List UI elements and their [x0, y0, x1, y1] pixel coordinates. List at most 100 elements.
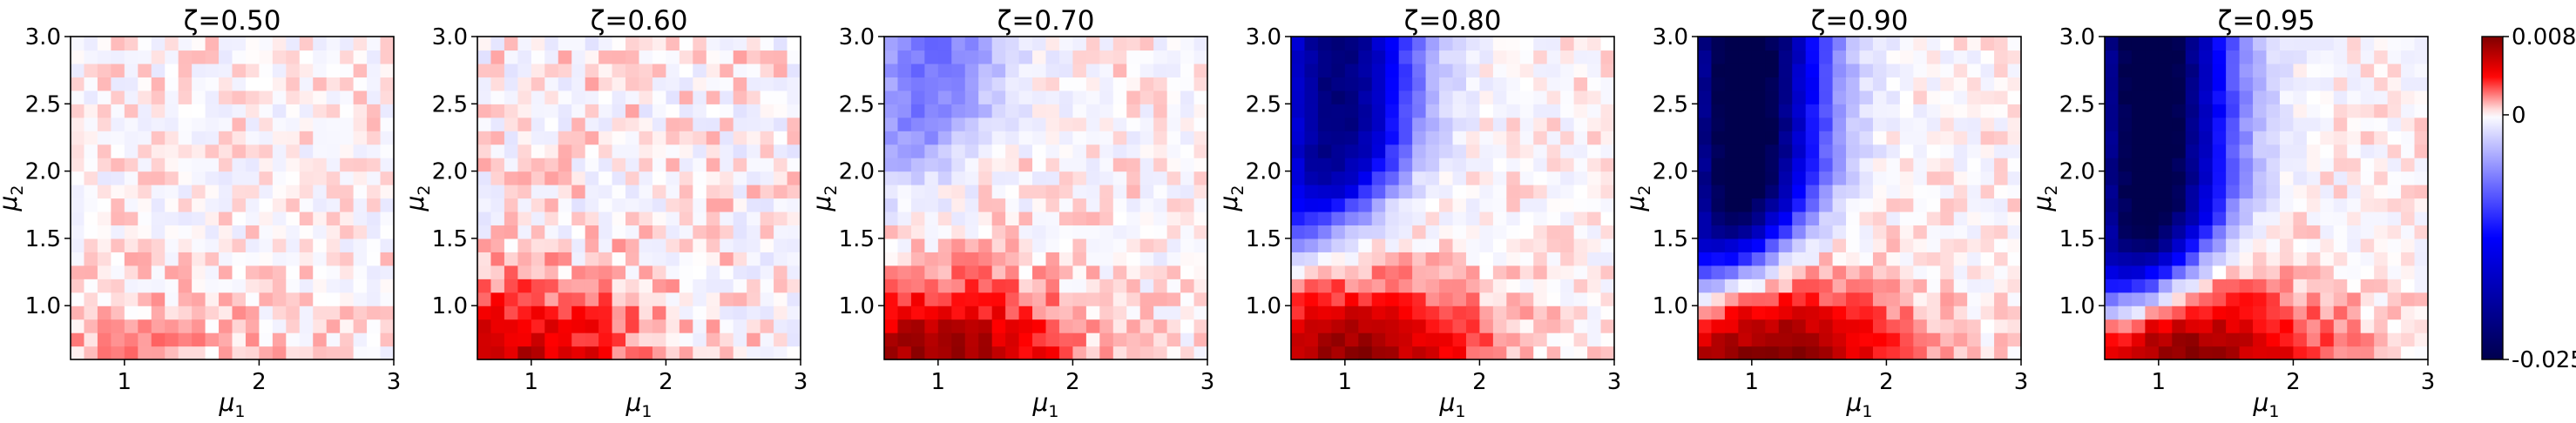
heatmap-cell — [2199, 131, 2214, 145]
heatmap-cell — [1711, 117, 1726, 131]
heatmap-cell — [124, 90, 139, 104]
heatmap-cell — [2360, 77, 2375, 91]
heatmap-cell — [1139, 77, 1154, 91]
heatmap-cell — [531, 50, 545, 64]
heatmap-cell — [299, 211, 314, 226]
heatmap-cell — [1506, 90, 1521, 104]
heatmap-cell — [2158, 37, 2173, 51]
heatmap-cell — [367, 144, 382, 158]
heatmap-cell — [1560, 131, 1575, 145]
heatmap-cell — [1926, 306, 1941, 320]
heatmap-cell — [639, 104, 653, 118]
heatmap-cell — [1153, 319, 1168, 333]
heatmap-cell — [1792, 77, 1807, 91]
heatmap-cell — [1058, 346, 1074, 360]
heatmap-cell — [1304, 90, 1319, 104]
heatmap-cell — [71, 225, 85, 239]
heatmap-cell — [2212, 144, 2227, 158]
heatmap-cell — [1994, 117, 2009, 131]
heatmap-cell — [1711, 158, 1726, 172]
heatmap-cell — [2239, 185, 2254, 199]
heatmap-cell — [706, 252, 720, 266]
heatmap-cell — [1304, 63, 1319, 77]
y-tick-label: 3.0 — [25, 24, 61, 50]
heatmap-cell — [245, 117, 260, 131]
heatmap-cell — [1859, 292, 1874, 306]
heatmap-cell — [111, 63, 125, 77]
heatmap-cell — [1819, 279, 1834, 293]
heatmap-cell — [1005, 198, 1020, 212]
heatmap-cell — [259, 104, 274, 118]
heatmap-cell — [937, 346, 952, 360]
heatmap-cell — [706, 131, 720, 145]
heatmap-cell — [924, 198, 939, 212]
heatmap-cell — [1980, 346, 1995, 360]
heatmap-cell — [531, 279, 545, 293]
heatmap-cell — [760, 50, 774, 64]
y-tick-label: 3.0 — [2059, 24, 2095, 50]
heatmap-cell — [192, 90, 206, 104]
heatmap-cell — [1153, 144, 1168, 158]
heatmap-cell — [1967, 50, 1982, 64]
heatmap-cell — [625, 131, 640, 145]
heatmap-cell — [2158, 211, 2173, 226]
heatmap-cell — [1193, 171, 1208, 185]
heatmap-cell — [517, 238, 532, 252]
heatmap-cell — [1506, 319, 1521, 333]
heatmap-cell — [1452, 77, 1467, 91]
heatmap-cell — [71, 171, 85, 185]
heatmap-cell — [1859, 279, 1874, 293]
heatmap-cell — [326, 158, 341, 172]
heatmap-cell — [1425, 104, 1440, 118]
heatmap-cell — [367, 158, 382, 172]
heatmap-cell — [178, 319, 193, 333]
y-axis-label: μ2 — [401, 185, 434, 212]
heatmap-cell — [1291, 238, 1306, 252]
heatmap-cell — [517, 131, 532, 145]
heatmap-cell — [978, 225, 993, 239]
heatmap-cell — [299, 144, 314, 158]
heatmap-cell — [2145, 346, 2160, 360]
heatmap-cell — [259, 50, 274, 64]
heatmap-cell — [286, 265, 301, 279]
heatmap-cell — [1899, 131, 1914, 145]
heatmap-cell — [205, 198, 220, 212]
heatmap-cell — [787, 131, 801, 145]
heatmap-cell — [2347, 279, 2362, 293]
heatmap-cell — [1886, 346, 1901, 360]
heatmap-cell — [937, 185, 952, 199]
heatmap-cell — [1953, 117, 1968, 131]
heatmap-cell — [571, 238, 586, 252]
heatmap-cell — [693, 346, 707, 360]
heatmap-cell — [151, 171, 166, 185]
heatmap-cell — [2185, 292, 2200, 306]
heatmap-cell — [1398, 117, 1413, 131]
heatmap-cell — [1600, 77, 1615, 91]
heatmap-cell — [2401, 238, 2416, 252]
heatmap-cell — [1994, 238, 2009, 252]
y-tick-label: 2.0 — [1653, 159, 1688, 185]
heatmap-cell — [964, 265, 979, 279]
heatmap-cell — [367, 225, 382, 239]
heatmap-cell — [1899, 332, 1914, 347]
heatmap-cell — [2401, 50, 2416, 64]
heatmap-cell — [924, 63, 939, 77]
heatmap-cell — [2118, 63, 2133, 77]
heatmap-cell — [1980, 279, 1995, 293]
heatmap-cell — [138, 279, 152, 293]
heatmap-cell — [1371, 346, 1386, 360]
heatmap-cell — [1425, 131, 1440, 145]
heatmap-cell — [192, 238, 206, 252]
heatmap-cell — [490, 211, 505, 226]
heatmap-cell — [1398, 306, 1413, 320]
heatmap-cell — [2145, 90, 2160, 104]
heatmap-cell — [1587, 131, 1602, 145]
heatmap-cell — [774, 211, 788, 226]
heatmap-cell — [666, 104, 680, 118]
heatmap-cell — [1317, 63, 1332, 77]
heatmap-cell — [1926, 77, 1941, 91]
heatmap-cell — [1967, 90, 1982, 104]
heatmap-cell — [1886, 90, 1901, 104]
heatmap-cell — [272, 144, 287, 158]
